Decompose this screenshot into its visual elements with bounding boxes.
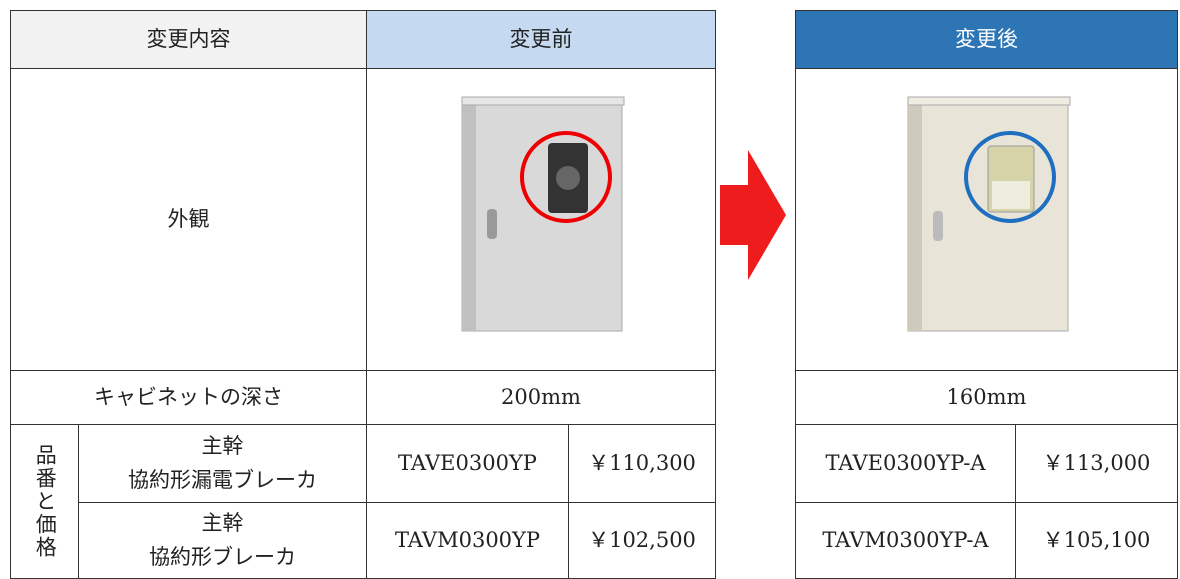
group-label: 品番と価格 <box>10 424 79 579</box>
part-cell: TAVE0300YP <box>366 424 569 503</box>
value-cell: 160mm <box>795 370 1178 425</box>
text: 主幹 <box>201 433 244 458</box>
header-cell: 変更前 <box>366 10 716 69</box>
image-cell <box>366 68 716 371</box>
label-cell: キャビネットの深さ <box>10 370 367 425</box>
part-cell: TAVM0300YP <box>366 502 569 579</box>
value-cell: 200mm <box>366 370 716 425</box>
label-cell: 外観 <box>10 68 367 371</box>
part-cell: TAVE0300YP-A <box>795 424 1016 503</box>
image-cell <box>795 68 1178 371</box>
cabinet-before <box>461 96 625 332</box>
price-cell: ￥105,100 <box>1015 502 1178 579</box>
text: 協約形漏電ブレーカ <box>128 467 317 492</box>
text: 主幹 <box>201 510 244 535</box>
price-cell: ￥113,000 <box>1015 424 1178 503</box>
price-cell: ￥102,500 <box>568 502 716 579</box>
item-name: 主幹 協約形ブレーカ <box>78 502 367 579</box>
price-cell: ￥110,300 <box>568 424 716 503</box>
part-cell: TAVM0300YP-A <box>795 502 1016 579</box>
header-cell: 変更内容 <box>10 10 367 69</box>
item-name: 主幹協約形漏電ブレーカ <box>78 424 367 503</box>
arrow <box>720 150 786 280</box>
text: 協約形ブレーカ <box>149 544 296 569</box>
cabinet-after <box>907 96 1071 332</box>
header-cell: 変更後 <box>795 10 1178 69</box>
